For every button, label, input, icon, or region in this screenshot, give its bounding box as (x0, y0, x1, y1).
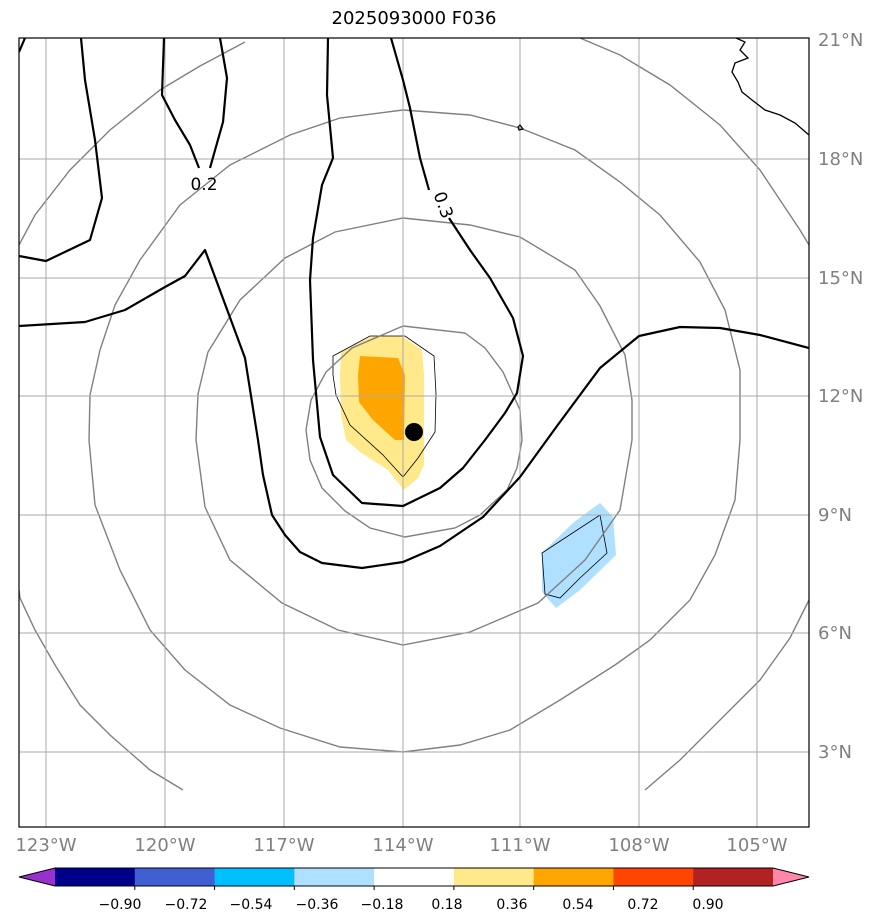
contour-label-0-2: 0.2 (190, 175, 217, 195)
colorbar-outline (18, 867, 810, 887)
colorbar-label: 0.18 (431, 897, 462, 913)
positive-anomaly-outline (332, 335, 437, 478)
colorbar-label: −0.18 (361, 897, 404, 913)
positive-anomaly-strong-fill (358, 356, 405, 440)
colorbar-segment (453, 868, 535, 886)
colorbar-extend-low (19, 868, 55, 886)
lon-tick-label: 108°W (608, 835, 669, 856)
lon-tick-label: 111°W (489, 835, 550, 856)
map-frame (18, 37, 810, 828)
lon-tick-label: 114°W (372, 835, 433, 856)
colorbar-segment (214, 868, 295, 886)
lon-tick-label: 123°W (15, 835, 76, 856)
colorbar-label: −0.54 (230, 897, 273, 913)
colorbar-label: −0.90 (99, 897, 142, 913)
storm-center-marker (405, 423, 423, 441)
colorbar-extend-high (773, 868, 809, 886)
lon-tick-label: 105°W (726, 835, 787, 856)
latitude-tick-labels: 21°N 18°N 15°N 12°N 9°N 6°N 3°N (818, 30, 863, 763)
lat-tick-label: 12°N (818, 386, 863, 407)
colorbar-segment (374, 868, 455, 886)
colorbar-label: −0.36 (296, 897, 339, 913)
colorbar-labels: −0.90 −0.72 −0.54 −0.36 −0.18 0.18 0.36 … (99, 897, 724, 913)
colorbar-segment (533, 868, 614, 886)
lat-tick-label: 18°N (818, 149, 863, 170)
colorbar-label: 0.72 (627, 897, 658, 913)
colorbar-segment (294, 868, 375, 886)
lat-tick-label: 21°N (818, 30, 863, 51)
colorbar (18, 867, 810, 890)
colorbar-label: 0.54 (562, 897, 593, 913)
lat-tick-label: 3°N (818, 742, 852, 763)
colorbar-label: −0.72 (165, 897, 208, 913)
colorbar-segment (55, 868, 136, 886)
black-contours (19, 38, 809, 570)
lat-tick-label: 15°N (818, 268, 863, 289)
coastline (731, 38, 809, 136)
colorbar-segment (613, 868, 694, 886)
map-title: 2025093000 F036 (331, 8, 497, 29)
colorbar-segment (693, 868, 774, 886)
lat-lon-gridlines (19, 38, 809, 827)
lat-tick-label: 6°N (818, 623, 852, 644)
lon-tick-label: 117°W (253, 835, 314, 856)
colorbar-label: 0.90 (692, 897, 723, 913)
colorbar-segment (134, 868, 216, 886)
lat-tick-label: 9°N (818, 505, 852, 526)
small-contour-feature (517, 124, 525, 131)
colorbar-label: 0.36 (496, 897, 527, 913)
lon-tick-label: 120°W (134, 835, 195, 856)
range-rings (19, 38, 809, 791)
longitude-tick-labels: 123°W 120°W 117°W 114°W 111°W 108°W 105°… (15, 835, 787, 856)
